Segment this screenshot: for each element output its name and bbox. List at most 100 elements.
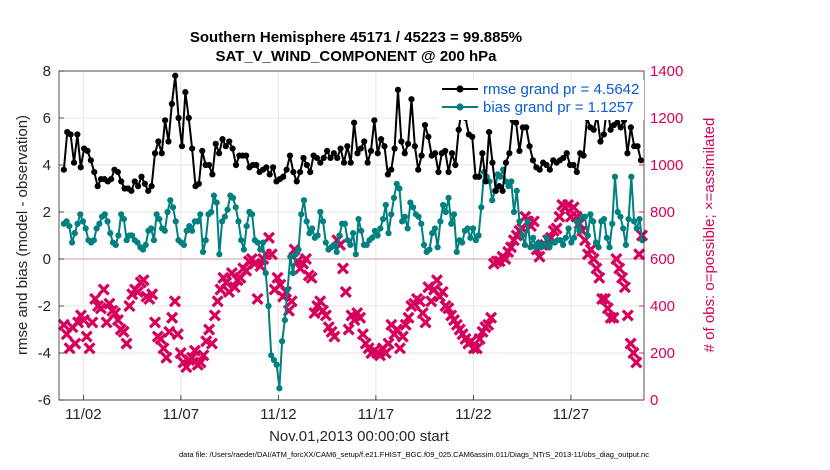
rmse-point: [482, 178, 489, 185]
obs-marker: [254, 259, 267, 273]
rmse-point: [212, 140, 219, 147]
rmse-point: [371, 117, 378, 124]
rmse-point: [529, 157, 537, 164]
rmse-point: [84, 147, 91, 154]
bias-point: [379, 215, 387, 223]
bias-point: [219, 218, 226, 225]
rmse-point: [469, 133, 476, 140]
rmse-point: [580, 152, 587, 159]
bias-point: [611, 173, 619, 180]
rmse-point: [219, 136, 226, 143]
rmse-point: [543, 161, 550, 169]
plot-frame: [58, 70, 645, 401]
rmse-point: [135, 183, 142, 190]
bias-point: [249, 211, 256, 218]
obs-marker: [285, 295, 298, 308]
obs-marker: [171, 328, 184, 341]
bias-point: [93, 225, 100, 232]
y-axis-right-label: # of obs: o=possible; ×=assimilated: [701, 118, 718, 353]
bias-point: [396, 185, 403, 192]
rmse-point: [330, 150, 337, 157]
bias-point: [450, 211, 458, 218]
x-tick-label: 11/02: [65, 406, 101, 423]
obs-marker: [89, 292, 102, 306]
bias-point: [169, 204, 177, 211]
obs-marker: [482, 318, 495, 331]
bias-point: [568, 239, 575, 246]
data-file-note: data file: /Users/raeder/DAI/ATM_forcXX/…: [179, 450, 649, 459]
bias-point: [590, 218, 597, 225]
rmse-point: [361, 138, 368, 145]
bias-point: [592, 239, 599, 246]
obs-marker: [80, 330, 93, 343]
bias-point: [96, 220, 103, 227]
bias-point: [382, 201, 389, 209]
rmse-point: [499, 187, 506, 194]
bias-point: [519, 232, 526, 239]
legend-box: [438, 80, 644, 120]
rmse-point: [590, 126, 597, 133]
bias-point: [128, 232, 136, 239]
x-tick-label: 11/12: [260, 406, 296, 423]
obs-marker: [103, 297, 116, 310]
rmse-point: [222, 143, 229, 150]
rmse-point: [617, 124, 624, 131]
series-layer: [57, 72, 649, 392]
obs-marker: [473, 332, 486, 345]
bias-point: [415, 213, 422, 220]
y-right-tick-label: 1400: [650, 63, 683, 80]
rmse-point: [165, 138, 172, 145]
bias-point: [385, 230, 392, 237]
obs-marker: [211, 295, 224, 308]
bias-point: [279, 338, 286, 345]
obs-marker: [430, 274, 444, 287]
rmse-point: [475, 173, 483, 180]
bias-point: [472, 237, 479, 244]
rmse-point: [560, 154, 567, 162]
y-tick-label: -6: [38, 392, 51, 409]
y-right-tick-label: 0: [650, 392, 658, 409]
ticks: -6 -4 -2 0 2 4 6 8 0 200 400 600 800 1000 1200 1400 11/0…: [38, 63, 684, 423]
bias-point: [625, 215, 632, 223]
obs-marker: [618, 281, 631, 294]
bias-point: [336, 232, 343, 239]
rmse-point: [77, 164, 84, 171]
y-right-tick-label: 200: [650, 345, 675, 362]
bias-point: [565, 225, 572, 232]
bias-point: [289, 270, 297, 277]
rmse-point: [162, 117, 169, 124]
obs-marker: [396, 330, 409, 343]
rmse-point: [445, 168, 452, 176]
bias-point: [570, 234, 578, 241]
bias-point: [68, 239, 76, 246]
rmse-point: [178, 143, 186, 150]
y-tick-label: 2: [43, 204, 51, 221]
rmse-point: [607, 126, 614, 133]
obs-marker: [504, 241, 518, 254]
rmse-point: [344, 143, 351, 150]
bias-point: [188, 227, 196, 234]
y-tick-label: 8: [43, 63, 51, 80]
bias-point: [210, 192, 218, 199]
bias-point: [229, 194, 237, 201]
obs-marker: [77, 314, 90, 327]
rmse-point: [226, 138, 233, 145]
obs-marker: [117, 325, 130, 338]
bias-point: [464, 225, 471, 232]
bias-point: [142, 241, 149, 248]
bias-point: [333, 248, 340, 256]
obs-marker: [208, 309, 221, 322]
rmse-point: [138, 173, 145, 180]
bias-point: [374, 232, 381, 239]
rmse-point: [114, 168, 121, 176]
obs-marker: [382, 337, 395, 350]
bias-point: [262, 270, 269, 277]
obs-marker: [137, 274, 150, 287]
rmse-point: [408, 96, 415, 103]
obs-marker: [419, 316, 432, 329]
obs-marker: [499, 252, 512, 266]
bias-point: [232, 204, 239, 211]
rmse-point: [313, 154, 321, 162]
obs-marker: [485, 311, 498, 324]
rmse-point: [415, 166, 422, 173]
